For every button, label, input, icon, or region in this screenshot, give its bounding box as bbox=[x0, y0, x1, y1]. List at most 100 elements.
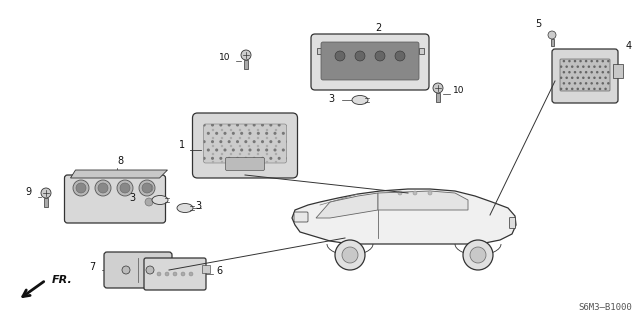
Ellipse shape bbox=[152, 196, 168, 204]
Circle shape bbox=[221, 137, 223, 139]
Bar bbox=[317, 48, 322, 54]
Circle shape bbox=[275, 153, 277, 155]
Circle shape bbox=[122, 266, 130, 274]
Polygon shape bbox=[292, 189, 516, 244]
FancyBboxPatch shape bbox=[552, 49, 618, 103]
Circle shape bbox=[41, 188, 51, 198]
Circle shape bbox=[230, 137, 232, 139]
Circle shape bbox=[230, 161, 232, 163]
Text: 1: 1 bbox=[179, 140, 186, 151]
Circle shape bbox=[463, 240, 493, 270]
Circle shape bbox=[221, 145, 223, 147]
Circle shape bbox=[120, 183, 130, 193]
Circle shape bbox=[221, 129, 223, 131]
Circle shape bbox=[275, 129, 277, 131]
Ellipse shape bbox=[177, 204, 193, 212]
Circle shape bbox=[146, 266, 154, 274]
Text: 6: 6 bbox=[216, 266, 222, 276]
Circle shape bbox=[212, 161, 214, 163]
Circle shape bbox=[398, 191, 402, 195]
Circle shape bbox=[248, 161, 250, 163]
FancyBboxPatch shape bbox=[193, 113, 298, 178]
Circle shape bbox=[548, 31, 556, 39]
Polygon shape bbox=[378, 191, 468, 210]
Circle shape bbox=[275, 145, 277, 147]
FancyBboxPatch shape bbox=[225, 158, 264, 170]
Circle shape bbox=[189, 272, 193, 276]
Circle shape bbox=[257, 153, 259, 155]
Circle shape bbox=[428, 191, 432, 195]
Circle shape bbox=[335, 240, 365, 270]
Circle shape bbox=[266, 153, 268, 155]
Text: 9: 9 bbox=[26, 187, 32, 197]
Text: 10: 10 bbox=[218, 53, 230, 62]
Text: 3: 3 bbox=[328, 94, 334, 104]
Circle shape bbox=[239, 161, 241, 163]
Circle shape bbox=[230, 145, 232, 147]
Circle shape bbox=[221, 161, 223, 163]
Circle shape bbox=[375, 51, 385, 61]
Circle shape bbox=[212, 137, 214, 139]
Text: 3: 3 bbox=[195, 201, 201, 211]
Circle shape bbox=[257, 129, 259, 131]
Circle shape bbox=[266, 129, 268, 131]
Circle shape bbox=[257, 145, 259, 147]
Circle shape bbox=[145, 198, 153, 206]
FancyBboxPatch shape bbox=[311, 34, 429, 90]
FancyBboxPatch shape bbox=[560, 59, 610, 91]
Circle shape bbox=[335, 51, 345, 61]
Circle shape bbox=[395, 51, 405, 61]
Circle shape bbox=[275, 137, 277, 139]
Circle shape bbox=[248, 153, 250, 155]
Circle shape bbox=[257, 137, 259, 139]
Circle shape bbox=[117, 180, 133, 196]
Circle shape bbox=[248, 145, 250, 147]
Circle shape bbox=[470, 247, 486, 263]
Text: S6M3–B1000: S6M3–B1000 bbox=[578, 303, 632, 312]
Circle shape bbox=[230, 129, 232, 131]
Polygon shape bbox=[316, 193, 378, 218]
Circle shape bbox=[181, 272, 185, 276]
FancyBboxPatch shape bbox=[65, 175, 166, 223]
Circle shape bbox=[98, 183, 108, 193]
Circle shape bbox=[212, 153, 214, 155]
FancyBboxPatch shape bbox=[509, 218, 515, 228]
Circle shape bbox=[157, 272, 161, 276]
Text: 8: 8 bbox=[117, 156, 123, 166]
Text: 5: 5 bbox=[535, 19, 541, 29]
Circle shape bbox=[248, 137, 250, 139]
Circle shape bbox=[266, 145, 268, 147]
Circle shape bbox=[142, 183, 152, 193]
Circle shape bbox=[212, 145, 214, 147]
Bar bbox=[550, 39, 554, 46]
Bar bbox=[244, 60, 248, 69]
Circle shape bbox=[95, 180, 111, 196]
Bar bbox=[44, 198, 48, 207]
Circle shape bbox=[257, 161, 259, 163]
FancyBboxPatch shape bbox=[144, 258, 206, 290]
Circle shape bbox=[145, 184, 153, 192]
Bar bbox=[436, 93, 440, 102]
Circle shape bbox=[239, 145, 241, 147]
Circle shape bbox=[275, 161, 277, 163]
Circle shape bbox=[239, 129, 241, 131]
Text: 10: 10 bbox=[453, 86, 465, 95]
Circle shape bbox=[248, 129, 250, 131]
Circle shape bbox=[355, 51, 365, 61]
Circle shape bbox=[165, 272, 169, 276]
Circle shape bbox=[266, 161, 268, 163]
Circle shape bbox=[342, 247, 358, 263]
Circle shape bbox=[173, 272, 177, 276]
Circle shape bbox=[73, 180, 89, 196]
Polygon shape bbox=[70, 170, 168, 178]
Circle shape bbox=[266, 137, 268, 139]
Circle shape bbox=[230, 153, 232, 155]
FancyBboxPatch shape bbox=[294, 212, 308, 222]
FancyBboxPatch shape bbox=[204, 124, 287, 163]
Text: 7: 7 bbox=[89, 262, 95, 272]
Circle shape bbox=[139, 180, 155, 196]
Bar bbox=[419, 48, 424, 54]
Ellipse shape bbox=[352, 95, 368, 105]
Circle shape bbox=[413, 191, 417, 195]
Bar bbox=[613, 64, 623, 78]
